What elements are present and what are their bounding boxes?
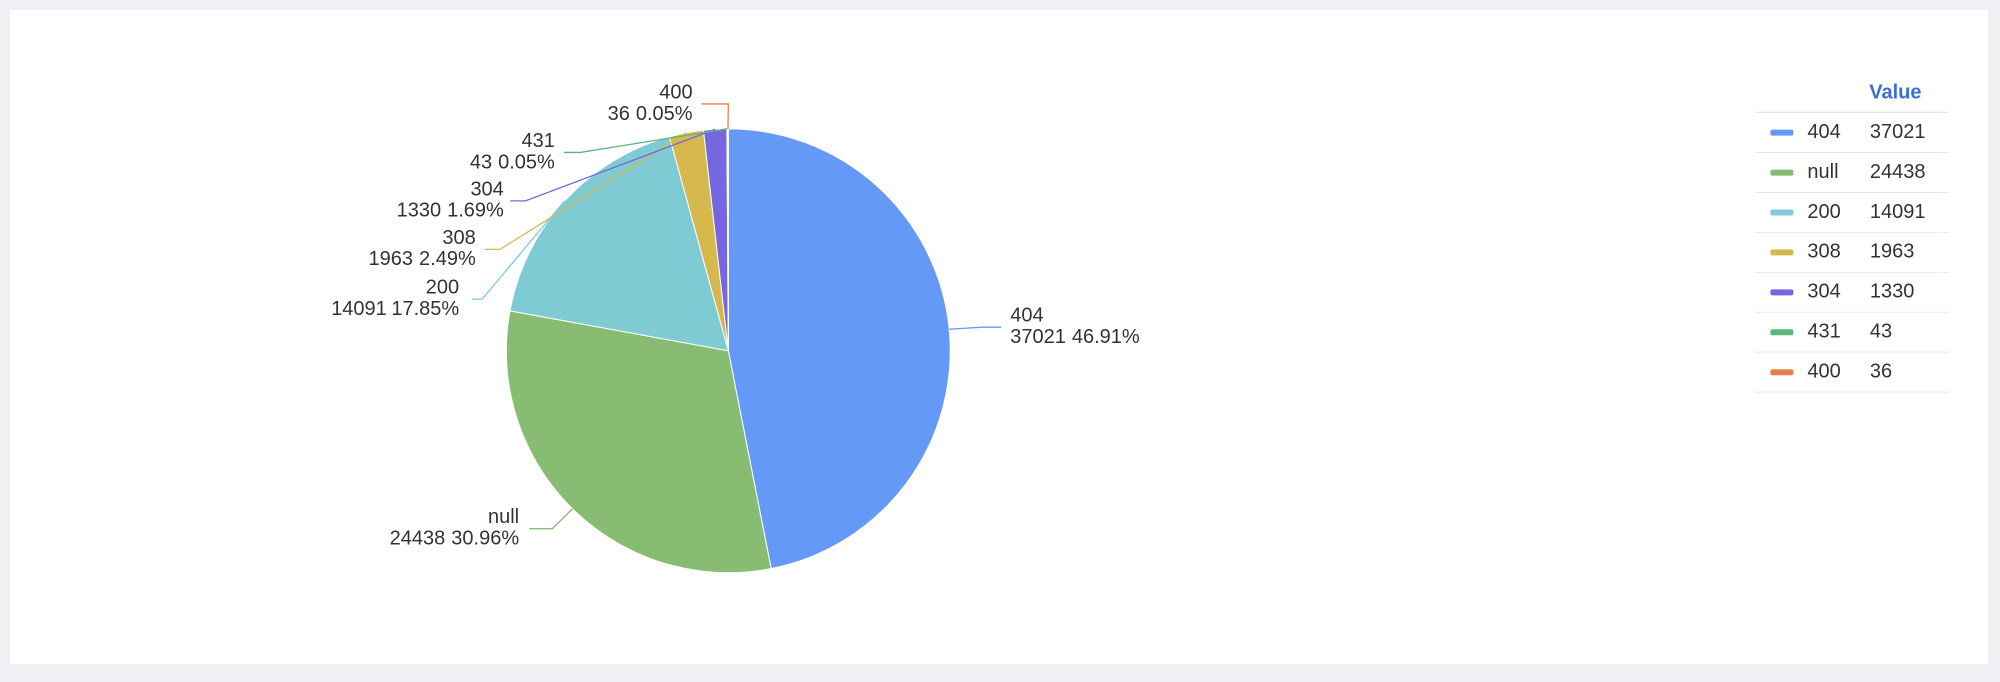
pie-slice: [727, 128, 729, 351]
slice-label-name: 200: [426, 277, 459, 299]
leader-line: [529, 508, 573, 530]
legend-name: 308: [1807, 241, 1840, 263]
slice-label-name: 431: [521, 130, 554, 152]
legend-swatch: [1770, 169, 1794, 176]
legend-swatch: [1770, 329, 1794, 336]
slice-value: 1330: [397, 200, 442, 222]
legend-name: 200: [1807, 201, 1840, 223]
legend-name: 404: [1807, 121, 1840, 143]
legend-value: 36: [1870, 360, 1892, 382]
card: [10, 10, 1988, 664]
slice-label-name: 404: [1010, 305, 1043, 327]
slice-value: 24438: [390, 528, 446, 550]
slice-label-name: 308: [442, 227, 475, 249]
legend-name: 400: [1807, 360, 1840, 382]
leader-line: [563, 128, 728, 154]
slice-label-name: null: [488, 506, 519, 528]
leader-line: [949, 326, 1002, 330]
slice-label-value: 14091 17.85%: [331, 298, 459, 320]
slice-value: 43: [470, 152, 492, 174]
slice-percent: 46.91%: [1072, 326, 1140, 348]
pie-slice: [727, 128, 951, 570]
legend-value: 1330: [1870, 281, 1915, 303]
legend-swatch: [1770, 249, 1794, 256]
slice-label-value: 1963 2.49%: [369, 248, 476, 270]
legend-value: 43: [1870, 321, 1892, 343]
legend-value: 1963: [1870, 241, 1915, 263]
slice-percent: 30.96%: [451, 528, 519, 550]
legend-name: 304: [1807, 281, 1840, 303]
slice-percent: 17.85%: [391, 298, 459, 320]
leader-line: [471, 200, 566, 300]
legend-name: 431: [1807, 321, 1840, 343]
legend-name: null: [1807, 161, 1838, 183]
leader-line: [484, 132, 687, 251]
slice-percent: 0.05%: [498, 152, 555, 174]
slice-label-value: 36 0.05%: [608, 103, 693, 125]
legend-swatch: [1770, 129, 1794, 136]
legend-value: 37021: [1870, 121, 1926, 143]
slice-label-value: 24438 30.96%: [390, 528, 520, 550]
slice-label-value: 1330 1.69%: [397, 200, 504, 222]
leader-line: [701, 103, 729, 129]
slice-value: 1963: [369, 248, 414, 270]
slice-percent: 1.69%: [447, 200, 504, 222]
slice-label-value: 43 0.05%: [470, 152, 555, 174]
slice-percent: 0.05%: [636, 103, 693, 125]
slice-label-value: 37021 46.91%: [1010, 326, 1140, 348]
slice-percent: 2.49%: [419, 248, 476, 270]
legend-swatch: [1770, 369, 1794, 376]
slice-value: 36: [608, 103, 630, 125]
legend-swatch: [1770, 209, 1794, 216]
slice-value: 37021: [1010, 326, 1066, 348]
pie-slice: [505, 310, 772, 574]
legend-header: Value: [1869, 81, 1921, 103]
legend-value: 14091: [1870, 201, 1926, 223]
leader-line: [510, 128, 716, 202]
slice-label-name: 304: [470, 178, 503, 200]
slice-value: 14091: [331, 298, 386, 320]
slice-label-name: 400: [659, 81, 692, 103]
legend-value: 24438: [1870, 161, 1926, 183]
legend-swatch: [1770, 289, 1794, 296]
